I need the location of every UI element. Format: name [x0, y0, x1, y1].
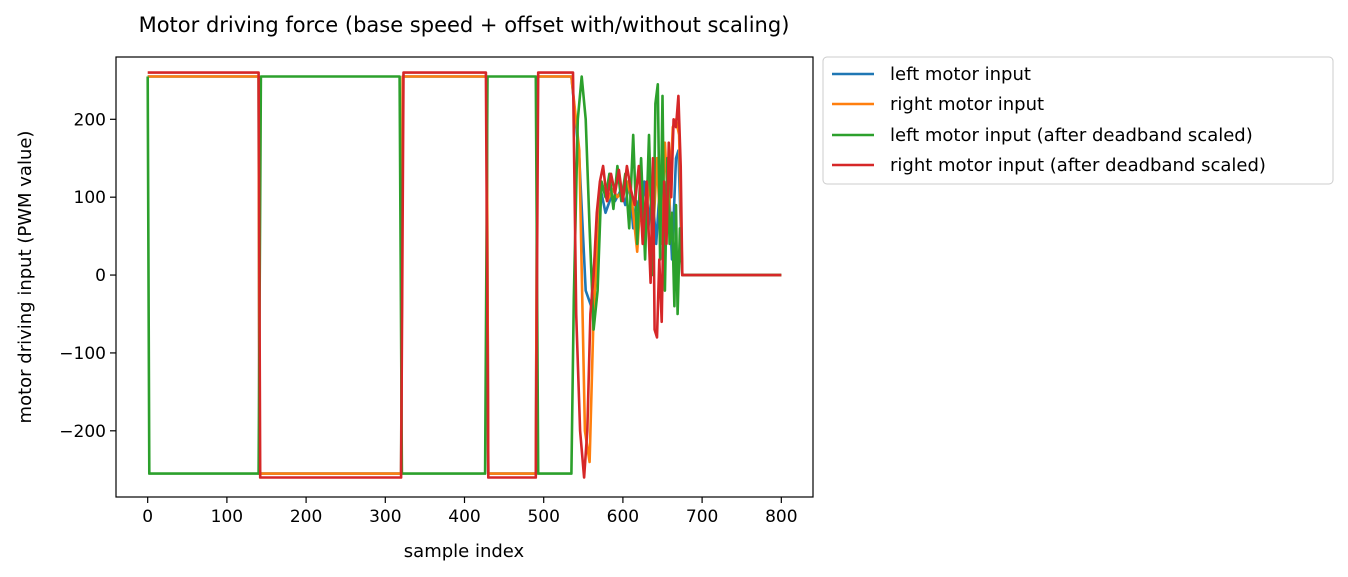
series-line-3: [147, 71, 782, 479]
x-axis: 0 100 200 300 400 500 600 700 800: [142, 497, 798, 527]
y-tick-label: 100: [74, 188, 106, 208]
x-tick-label: 200: [290, 507, 322, 527]
x-tick-label: 100: [211, 507, 243, 527]
x-tick-label: 600: [607, 507, 639, 527]
x-tick-label: 300: [369, 507, 401, 527]
y-axis-label: motor driving input (PWM value): [15, 131, 36, 424]
y-tick-label: 0: [95, 266, 106, 286]
y-tick-label: −200: [59, 422, 106, 442]
legend-label-right-motor-input: right motor input: [890, 94, 1044, 115]
x-tick-label: 400: [448, 507, 480, 527]
y-axis: −200 −100 0 100 200: [59, 110, 116, 442]
y-tick-label: −100: [59, 344, 106, 364]
plot-area: [146, 71, 782, 479]
x-tick-label: 0: [142, 507, 153, 527]
y-tick-label: 200: [74, 110, 106, 130]
legend: left motor input right motor input left …: [822, 56, 1334, 185]
legend-label-left-motor-input-scaled: left motor input (after deadband scaled): [890, 125, 1253, 146]
x-tick-label: 700: [686, 507, 718, 527]
legend-label-right-motor-input-scaled: right motor input (after deadband scaled…: [890, 155, 1266, 176]
x-tick-label: 800: [765, 507, 797, 527]
legend-label-left-motor-input: left motor input: [890, 64, 1031, 85]
chart-title: Motor driving force (base speed + offset…: [139, 13, 790, 37]
x-tick-label: 500: [527, 507, 559, 527]
x-axis-label: sample index: [404, 541, 525, 562]
legend-box: [822, 56, 1334, 185]
plot-frame: [115, 56, 814, 498]
